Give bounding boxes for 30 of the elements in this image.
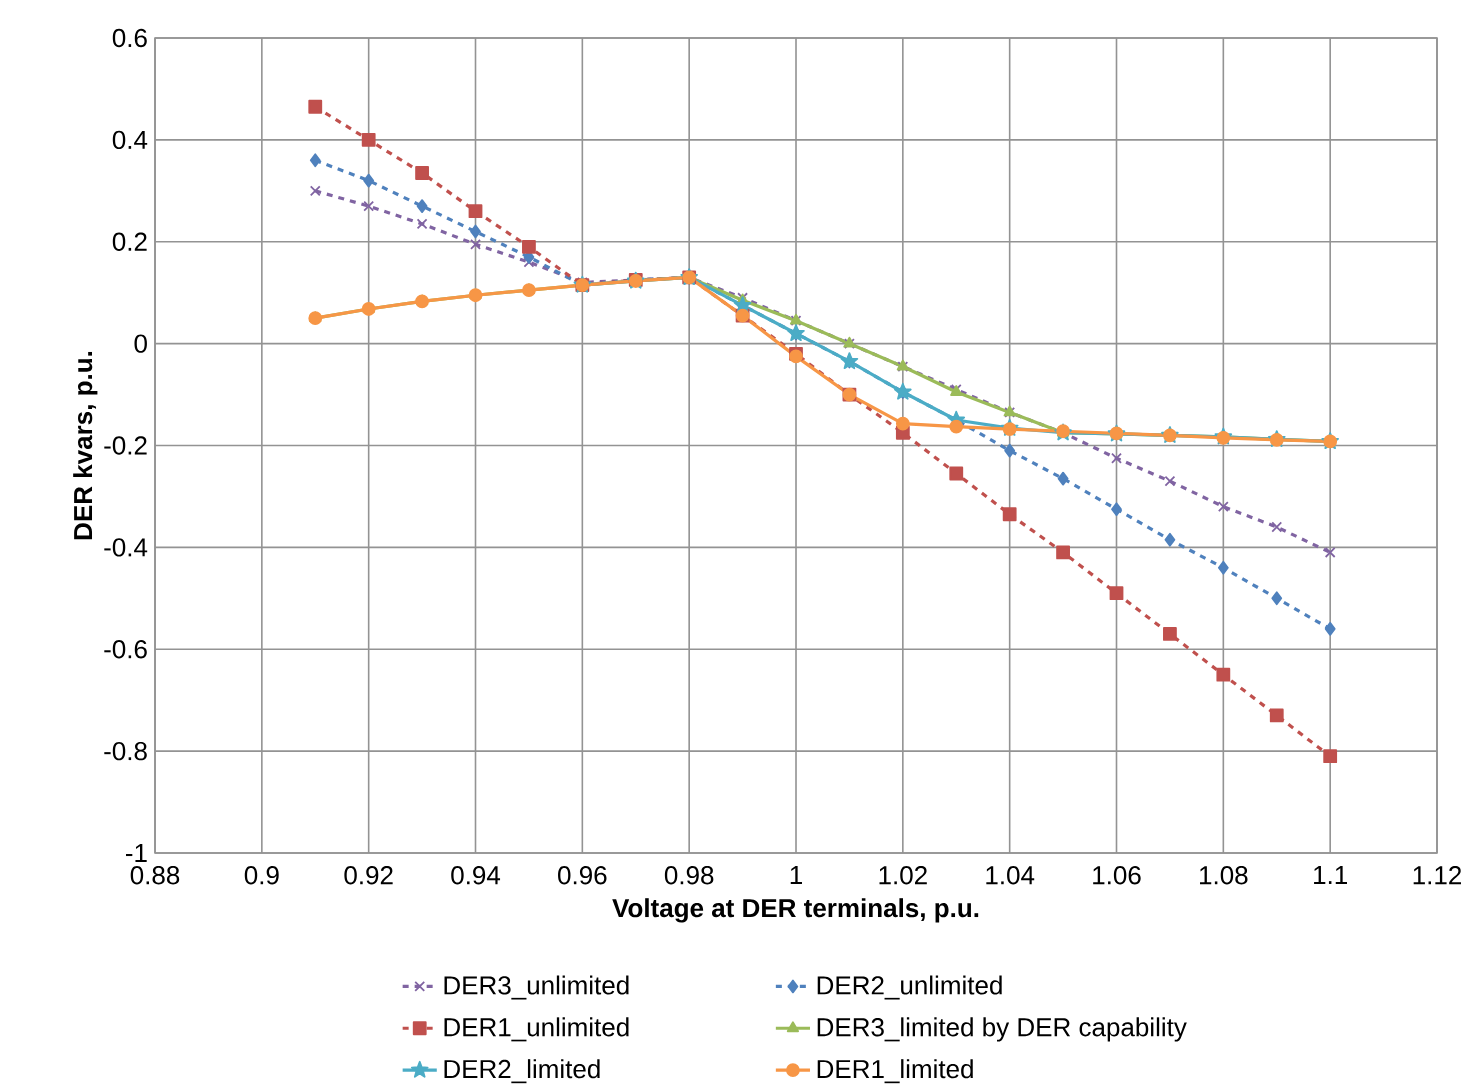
x-tick-label: 0.96	[558, 866, 607, 885]
y-tick-label: 0.4	[112, 130, 148, 150]
legend-label: DER1_limited	[817, 1059, 973, 1084]
y-tick-label: -0.8	[104, 741, 147, 761]
y-tick-label: -0.2	[104, 436, 147, 455]
legend-label: DER3_unlimited	[444, 975, 629, 1000]
y-tick-label: -1	[125, 844, 147, 862]
x-tick-label: 0.88	[130, 866, 180, 885]
legend-label: DER3_limited by DER capability	[817, 1017, 1187, 1042]
x-axis-title: Voltage at DER terminals, p.u.	[612, 898, 979, 923]
legend-label: DER2_unlimited	[817, 975, 1002, 1000]
y-tick-label: 0.2	[112, 232, 147, 251]
x-tick-label: 0.94	[451, 866, 501, 885]
x-tick-label: 1.08	[1200, 866, 1248, 885]
x-tick-label: 1	[790, 866, 802, 884]
x-tick-label: 1.04	[986, 866, 1035, 885]
legend-label: DER1_unlimited	[444, 1017, 629, 1042]
y-axis-title: DER kvars, p.u.	[73, 351, 98, 540]
x-tick-label: 1.1	[1314, 866, 1347, 884]
x-tick-label: 0.98	[664, 866, 714, 885]
y-tick-label: -0.4	[104, 538, 148, 557]
legend-label: DER2_limited	[444, 1059, 600, 1084]
x-tick-label: 0.92	[344, 866, 393, 885]
y-tick-label: 0	[134, 334, 147, 353]
x-tick-label: 1.12	[1413, 866, 1461, 885]
y-tick-label: 0.6	[112, 28, 147, 48]
x-tick-label: 0.9	[244, 866, 279, 885]
x-tick-label: 1.02	[879, 866, 927, 885]
x-tick-label: 1.06	[1093, 866, 1141, 885]
y-tick-label: -0.6	[104, 640, 147, 659]
